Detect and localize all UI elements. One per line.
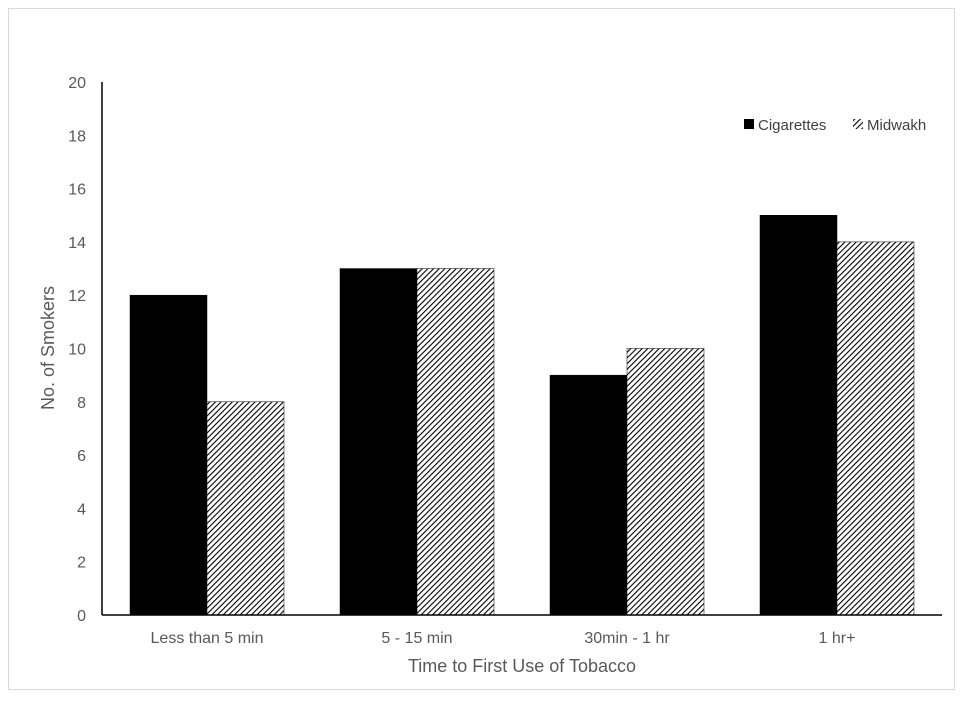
y-tick-label: 4 — [77, 501, 86, 518]
x-ticks-group: Less than 5 min 5 - 15 min 30min - 1 hr 1 h… — [151, 630, 856, 647]
y-tick-label: 10 — [68, 342, 86, 359]
y-tick-label: 16 — [68, 182, 86, 199]
legend-swatch-cigarettes — [744, 119, 754, 129]
y-tick-label: 6 — [77, 448, 86, 465]
bar-midwakh-1-hr — [836, 241, 915, 616]
y-axis-title: No. of Smokers — [38, 286, 58, 410]
y-ticks-group: 0 2 4 6 8 10 12 14 16 18 20 — [68, 75, 86, 625]
bar-cigarettes-5-15-min — [339, 268, 418, 616]
bar-cigarettes-1-hr — [759, 215, 838, 616]
y-tick-label: 20 — [68, 75, 86, 92]
y-tick-label: 12 — [68, 288, 86, 305]
bar-cigarettes-less-than-5-min — [129, 294, 208, 616]
bar-midwakh-30min-1-hr — [626, 348, 705, 616]
legend-label-midwakh: Midwakh — [867, 117, 926, 134]
x-tick-label: Less than 5 min — [151, 630, 264, 647]
y-tick-label: 2 — [77, 555, 86, 572]
x-tick-label: 30min - 1 hr — [584, 630, 670, 647]
x-tick-label: 1 hr+ — [819, 630, 856, 647]
y-tick-label: 18 — [68, 128, 86, 145]
y-tick-label: 0 — [77, 608, 86, 625]
bar-midwakh-less-than-5-min — [206, 401, 285, 616]
legend: Cigarettes Midwakh — [744, 117, 926, 134]
bar-cigarettes-30min-1-hr — [549, 374, 628, 616]
bar-midwakh-5-15-min — [416, 268, 495, 616]
x-axis-title: Time to First Use of Tobacco — [408, 656, 636, 676]
bars-group — [129, 215, 915, 616]
legend-label-cigarettes: Cigarettes — [758, 117, 826, 134]
y-tick-label: 14 — [68, 235, 86, 252]
legend-swatch-midwakh — [853, 119, 863, 129]
x-tick-label: 5 - 15 min — [381, 630, 452, 647]
y-tick-label: 8 — [77, 395, 86, 412]
